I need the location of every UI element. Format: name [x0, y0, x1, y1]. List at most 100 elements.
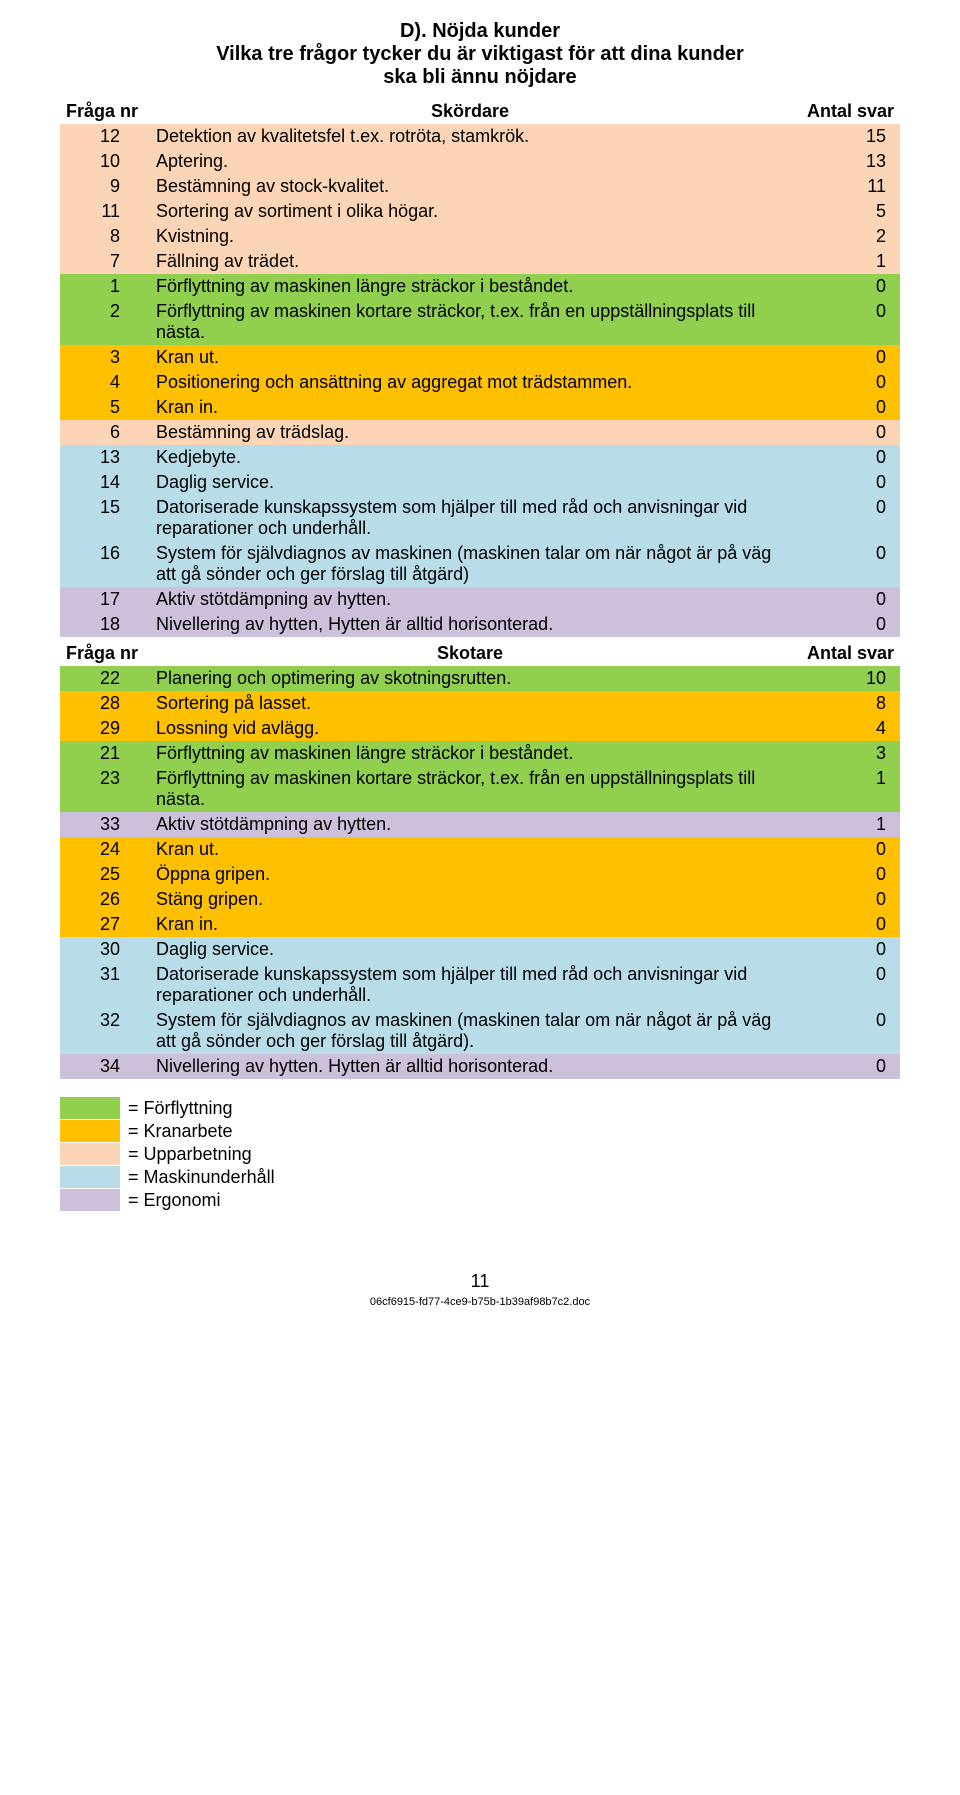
cell-antal-svar: 0 [790, 470, 900, 495]
table-row: 22Planering och optimering av skotningsr… [60, 666, 900, 691]
cell-fraga-nr: 16 [60, 541, 150, 587]
cell-antal-svar: 0 [790, 274, 900, 299]
table-row: 26Stäng gripen.0 [60, 887, 900, 912]
page-title: D). Nöjda kunder [60, 20, 900, 43]
cell-antal-svar: 2 [790, 224, 900, 249]
cell-description: System för självdiagnos av maskinen (mas… [150, 1008, 790, 1054]
cell-fraga-nr: 22 [60, 666, 150, 691]
cell-fraga-nr: 3 [60, 345, 150, 370]
cell-antal-svar: 4 [790, 716, 900, 741]
cell-fraga-nr: 13 [60, 445, 150, 470]
cell-fraga-nr: 1 [60, 274, 150, 299]
cell-antal-svar: 8 [790, 691, 900, 716]
table-row: 27Kran in.0 [60, 912, 900, 937]
footer-filename: 06cf6915-fd77-4ce9-b75b-1b39af98b7c2.doc [60, 1296, 900, 1308]
th-antal-svar: Antal svar [790, 99, 900, 124]
legend-label: = Kranarbete [128, 1121, 233, 1142]
table-row: 33Aktiv stötdämpning av hytten.1 [60, 812, 900, 837]
th-skordare: Skördare [150, 99, 790, 124]
cell-fraga-nr: 23 [60, 766, 150, 812]
cell-description: Kedjebyte. [150, 445, 790, 470]
cell-description: Aptering. [150, 149, 790, 174]
table-row: 5Kran in.0 [60, 395, 900, 420]
table-row: 8Kvistning.2 [60, 224, 900, 249]
table-row: 31Datoriserade kunskapssystem som hjälpe… [60, 962, 900, 1008]
legend-swatch [60, 1120, 120, 1142]
legend-row: = Ergonomi [60, 1189, 900, 1211]
cell-antal-svar: 15 [790, 124, 900, 149]
cell-description: Öppna gripen. [150, 862, 790, 887]
table-row: 34Nivellering av hytten. Hytten är allti… [60, 1054, 900, 1079]
cell-antal-svar: 1 [790, 249, 900, 274]
table-row: 16System för självdiagnos av maskinen (m… [60, 541, 900, 587]
cell-fraga-nr: 15 [60, 495, 150, 541]
cell-fraga-nr: 9 [60, 174, 150, 199]
cell-description: Detektion av kvalitetsfel t.ex. rotröta,… [150, 124, 790, 149]
cell-antal-svar: 0 [790, 495, 900, 541]
table-row: 14Daglig service.0 [60, 470, 900, 495]
cell-antal-svar: 0 [790, 612, 900, 637]
cell-description: Nivellering av hytten. Hytten är alltid … [150, 1054, 790, 1079]
cell-description: Aktiv stötdämpning av hytten. [150, 587, 790, 612]
table-row: 7Fällning av trädet.1 [60, 249, 900, 274]
th-antal-svar-2: Antal svar [790, 641, 900, 666]
cell-antal-svar: 0 [790, 445, 900, 470]
cell-fraga-nr: 8 [60, 224, 150, 249]
cell-antal-svar: 1 [790, 812, 900, 837]
cell-description: Sortering på lasset. [150, 691, 790, 716]
page-number: 11 [60, 1271, 900, 1292]
cell-fraga-nr: 21 [60, 741, 150, 766]
legend-swatch [60, 1143, 120, 1165]
legend-label: = Upparbetning [128, 1144, 252, 1165]
legend-row: = Kranarbete [60, 1120, 900, 1142]
cell-description: Daglig service. [150, 937, 790, 962]
cell-antal-svar: 0 [790, 420, 900, 445]
th-fraga-nr-2: Fråga nr [60, 641, 150, 666]
table-row: 1Förflyttning av maskinen längre sträcko… [60, 274, 900, 299]
cell-fraga-nr: 26 [60, 887, 150, 912]
cell-fraga-nr: 2 [60, 299, 150, 345]
page-subtitle-line1: Vilka tre frågor tycker du är viktigast … [60, 43, 900, 66]
cell-description: Kran ut. [150, 837, 790, 862]
cell-antal-svar: 0 [790, 837, 900, 862]
table-row: 11Sortering av sortiment i olika högar.5 [60, 199, 900, 224]
cell-description: Planering och optimering av skotningsrut… [150, 666, 790, 691]
table-skordare: Fråga nr Skördare Antal svar 12Detektion… [60, 99, 900, 637]
cell-fraga-nr: 28 [60, 691, 150, 716]
cell-antal-svar: 0 [790, 862, 900, 887]
cell-antal-svar: 0 [790, 937, 900, 962]
cell-fraga-nr: 14 [60, 470, 150, 495]
table-row: 2Förflyttning av maskinen kortare sträck… [60, 299, 900, 345]
cell-description: Bestämning av trädslag. [150, 420, 790, 445]
cell-antal-svar: 0 [790, 887, 900, 912]
cell-fraga-nr: 34 [60, 1054, 150, 1079]
cell-description: Förflyttning av maskinen kortare sträcko… [150, 299, 790, 345]
cell-antal-svar: 10 [790, 666, 900, 691]
cell-fraga-nr: 30 [60, 937, 150, 962]
cell-antal-svar: 13 [790, 149, 900, 174]
cell-antal-svar: 0 [790, 1008, 900, 1054]
cell-antal-svar: 5 [790, 199, 900, 224]
legend-swatch [60, 1097, 120, 1119]
table-row: 13Kedjebyte.0 [60, 445, 900, 470]
table-row: 25Öppna gripen.0 [60, 862, 900, 887]
cell-description: Kran ut. [150, 345, 790, 370]
cell-antal-svar: 0 [790, 541, 900, 587]
legend-label: = Ergonomi [128, 1190, 221, 1211]
cell-antal-svar: 0 [790, 299, 900, 345]
cell-antal-svar: 0 [790, 962, 900, 1008]
cell-fraga-nr: 7 [60, 249, 150, 274]
table-row: 12Detektion av kvalitetsfel t.ex. rotröt… [60, 124, 900, 149]
table-row: 18Nivellering av hytten, Hytten är allti… [60, 612, 900, 637]
th-fraga-nr: Fråga nr [60, 99, 150, 124]
table-row: 10Aptering.13 [60, 149, 900, 174]
cell-fraga-nr: 27 [60, 912, 150, 937]
cell-fraga-nr: 32 [60, 1008, 150, 1054]
cell-fraga-nr: 24 [60, 837, 150, 862]
cell-fraga-nr: 4 [60, 370, 150, 395]
cell-description: Lossning vid avlägg. [150, 716, 790, 741]
table-row: 29Lossning vid avlägg.4 [60, 716, 900, 741]
cell-fraga-nr: 6 [60, 420, 150, 445]
table-row: 9Bestämning av stock-kvalitet.11 [60, 174, 900, 199]
cell-fraga-nr: 17 [60, 587, 150, 612]
